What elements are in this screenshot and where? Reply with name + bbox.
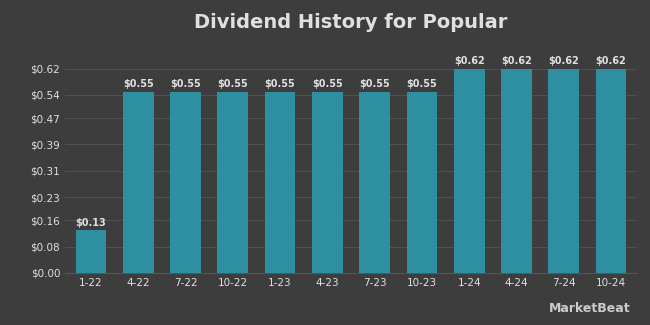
Text: $0.55: $0.55 [170, 79, 201, 89]
Text: $0.13: $0.13 [75, 217, 107, 227]
Bar [595, 69, 627, 273]
Bar [406, 92, 437, 273]
Bar [312, 92, 343, 273]
Text: $0.62: $0.62 [595, 56, 627, 66]
Bar [501, 69, 532, 273]
Bar [170, 92, 201, 273]
Bar [218, 92, 248, 273]
Text: $0.62: $0.62 [501, 56, 532, 66]
Text: $0.55: $0.55 [218, 79, 248, 89]
Text: $0.55: $0.55 [265, 79, 296, 89]
Title: Dividend History for Popular: Dividend History for Popular [194, 13, 508, 32]
Bar [359, 92, 390, 273]
Text: $0.62: $0.62 [454, 56, 484, 66]
Text: $0.55: $0.55 [123, 79, 153, 89]
Bar [549, 69, 579, 273]
Bar [123, 92, 153, 273]
Text: $0.62: $0.62 [549, 56, 579, 66]
Text: $0.55: $0.55 [312, 79, 343, 89]
Bar [265, 92, 296, 273]
Text: MarketBeat: MarketBeat [549, 302, 630, 315]
Text: $0.55: $0.55 [359, 79, 390, 89]
Bar [454, 69, 484, 273]
Bar [75, 230, 107, 273]
Text: $0.55: $0.55 [406, 79, 437, 89]
